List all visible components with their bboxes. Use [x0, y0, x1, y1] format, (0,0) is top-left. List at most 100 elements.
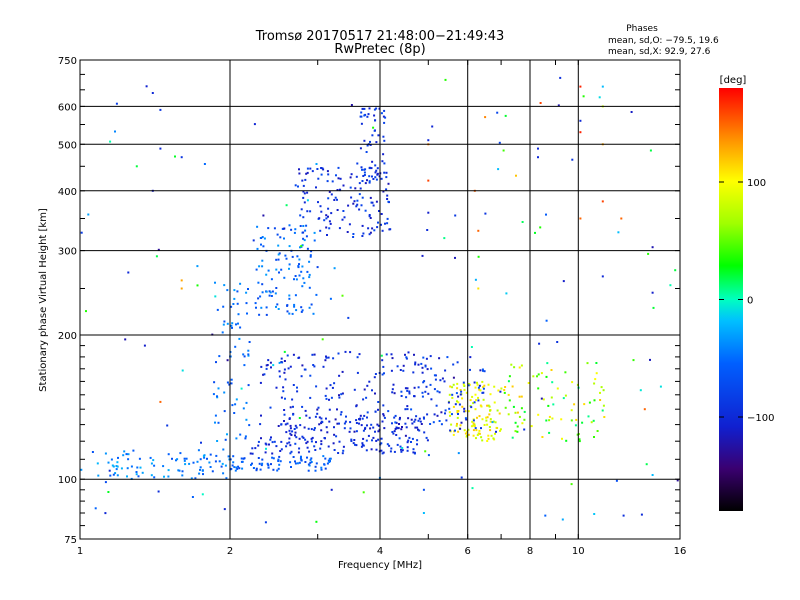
data-point — [338, 396, 341, 399]
data-point — [422, 381, 425, 384]
data-point — [231, 322, 234, 325]
data-point — [400, 390, 403, 393]
data-point — [483, 424, 486, 426]
data-point — [476, 434, 479, 436]
data-point — [404, 387, 407, 390]
data-point — [159, 400, 162, 403]
data-point — [314, 415, 317, 418]
data-point — [467, 410, 470, 413]
chart-title: Tromsø 20170517 21:48:00−21:49:43 — [255, 29, 505, 44]
data-point — [436, 414, 439, 417]
data-point — [326, 180, 329, 183]
data-point — [267, 227, 270, 230]
data-point — [348, 223, 351, 226]
data-point — [264, 451, 267, 454]
data-point — [360, 122, 363, 125]
data-point — [377, 401, 380, 403]
data-point — [358, 353, 361, 356]
data-point — [382, 404, 385, 407]
colorbar-tick-label: −100 — [747, 413, 774, 424]
data-point — [230, 324, 233, 327]
data-point — [340, 393, 343, 396]
data-point — [500, 387, 503, 390]
data-point — [358, 193, 361, 196]
data-point — [296, 255, 299, 258]
data-point — [138, 457, 141, 460]
data-point — [375, 169, 378, 172]
data-point — [370, 448, 373, 451]
data-point — [341, 218, 344, 221]
data-point — [579, 131, 582, 134]
data-point — [209, 466, 212, 468]
data-point — [278, 455, 281, 458]
data-point — [310, 437, 313, 440]
data-point — [247, 354, 250, 357]
data-point — [244, 435, 247, 438]
data-point — [308, 260, 311, 263]
data-point — [359, 147, 362, 150]
data-point — [310, 461, 313, 463]
data-point — [107, 461, 110, 464]
data-point — [463, 388, 466, 391]
data-point — [312, 364, 315, 366]
x-tick-label: 6 — [465, 546, 471, 557]
data-point — [355, 430, 358, 433]
data-point — [464, 432, 467, 435]
data-point — [576, 433, 579, 436]
data-point — [324, 394, 327, 397]
data-point — [488, 426, 491, 428]
data-point — [516, 425, 519, 428]
data-point — [255, 306, 257, 309]
data-point — [291, 312, 294, 315]
data-point — [617, 231, 620, 234]
data-point — [328, 190, 331, 193]
data-point — [456, 422, 458, 425]
data-point — [411, 437, 414, 440]
data-point — [375, 439, 378, 442]
data-point — [649, 358, 651, 361]
data-point — [260, 365, 263, 368]
data-point — [282, 390, 285, 393]
data-point — [486, 440, 489, 442]
data-point — [298, 263, 300, 266]
data-point — [422, 356, 425, 359]
data-point — [130, 465, 133, 468]
data-point — [570, 483, 573, 486]
data-point — [649, 149, 652, 152]
data-point — [235, 437, 238, 440]
data-point — [150, 474, 153, 477]
data-point — [487, 383, 490, 386]
data-point — [355, 444, 358, 447]
data-point — [288, 224, 291, 227]
data-point — [640, 513, 643, 516]
data-point — [421, 254, 424, 257]
data-point — [507, 393, 510, 396]
data-point — [321, 167, 324, 170]
data-point — [530, 425, 533, 428]
data-point — [281, 227, 284, 230]
data-point — [297, 185, 299, 188]
data-point — [468, 383, 471, 386]
data-point — [376, 167, 379, 170]
data-point — [383, 139, 386, 142]
data-point — [269, 438, 272, 441]
data-point — [284, 254, 287, 257]
data-point — [347, 204, 350, 207]
data-point — [394, 414, 397, 417]
data-point — [306, 167, 309, 170]
data-point — [456, 411, 459, 414]
data-point — [463, 407, 466, 410]
data-point — [201, 493, 204, 496]
data-point — [314, 469, 317, 472]
data-point — [406, 441, 409, 444]
data-point — [469, 368, 471, 371]
data-point — [366, 411, 369, 414]
data-point — [352, 236, 355, 238]
data-point — [265, 447, 267, 450]
data-point — [361, 180, 364, 182]
data-point — [467, 433, 470, 436]
data-point — [377, 134, 380, 137]
data-point — [392, 383, 395, 386]
data-point — [462, 381, 465, 384]
data-point — [321, 338, 324, 341]
